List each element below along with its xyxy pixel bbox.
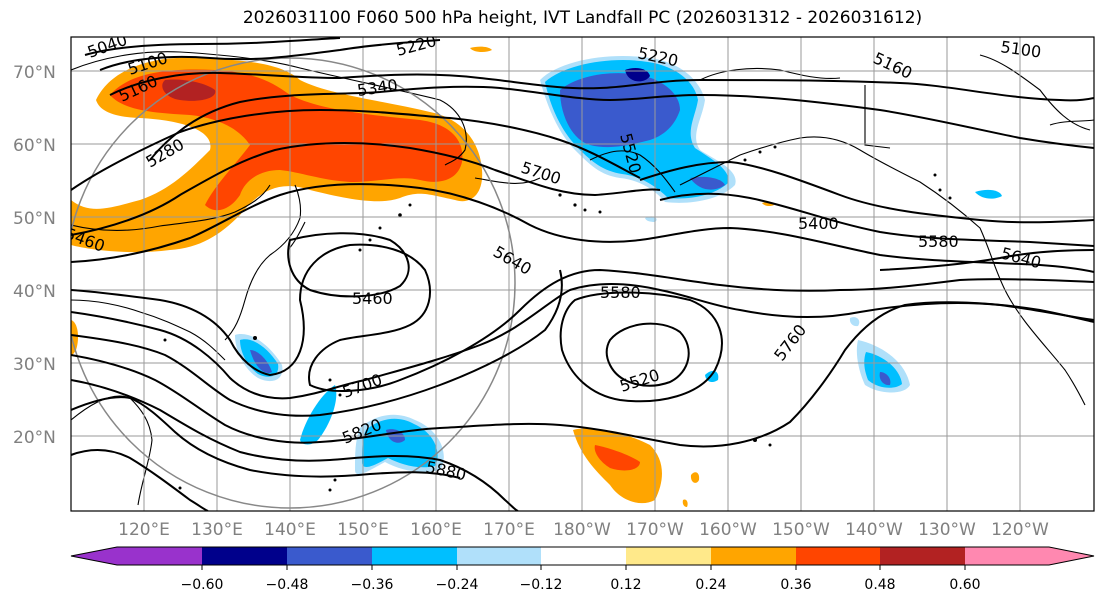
lon-label: 130°W xyxy=(918,520,976,540)
colorbar-tick-label: 0.48 xyxy=(864,577,895,593)
latitude-labels: 70°N 60°N 50°N 40°N 30°N 20°N xyxy=(13,63,56,448)
lat-label: 40°N xyxy=(13,282,56,302)
lat-label: 60°N xyxy=(13,136,56,156)
ivt-positive-shading xyxy=(71,46,774,507)
lon-label: 160°W xyxy=(699,520,757,540)
island-dots xyxy=(163,145,952,492)
colorbar: −0.60 −0.48 −0.36 −0.24 −0.12 0.12 0.24 … xyxy=(70,546,1095,593)
lat-label: 20°N xyxy=(13,428,56,448)
colorbar-tick-label: −0.24 xyxy=(436,577,479,593)
colorbar-segment xyxy=(965,547,1094,565)
contour-label: 5400 xyxy=(798,214,839,233)
lon-label: 120°E xyxy=(118,520,170,540)
coastlines xyxy=(71,51,1094,506)
colorbar-segment xyxy=(71,547,202,565)
contour-label: 5580 xyxy=(918,232,959,251)
colorbar-segment xyxy=(880,547,965,565)
colorbar-segment xyxy=(287,547,372,565)
longitude-labels: 120°E 130°E 140°E 150°E 160°E 170°E 180°… xyxy=(118,520,1049,540)
lon-label: 170°W xyxy=(626,520,684,540)
lon-label: 120°W xyxy=(991,520,1049,540)
lon-label: 170°E xyxy=(483,520,535,540)
colorbar-tick-label: 0.36 xyxy=(780,577,811,593)
lon-label: 150°E xyxy=(337,520,389,540)
height-contours xyxy=(71,37,1094,511)
colorbar-tick-label: −0.12 xyxy=(520,577,563,593)
map-title: 2026031100 F060 500 hPa height, IVT Land… xyxy=(242,8,923,28)
colorbar-tick-label: −0.36 xyxy=(351,577,394,593)
colorbar-tick-label: −0.48 xyxy=(266,577,309,593)
colorbar-tick-label: 0.12 xyxy=(610,577,641,593)
lat-label: 30°N xyxy=(13,355,56,375)
colorbar-segment xyxy=(711,547,796,565)
lat-label: 50°N xyxy=(13,209,56,229)
lon-label: 180°W xyxy=(553,520,611,540)
colorbar-segment xyxy=(372,547,457,565)
contour-label: 5580 xyxy=(600,283,641,302)
lon-label: 150°W xyxy=(772,520,830,540)
contour-label: 5460 xyxy=(352,289,393,308)
lon-label: 160°E xyxy=(410,520,462,540)
map-frame xyxy=(70,36,1095,512)
colorbar-segment xyxy=(626,547,711,565)
colorbar-tick-label: 0.24 xyxy=(695,577,726,593)
colorbar-tick-label: −0.60 xyxy=(181,577,224,593)
lat-label: 70°N xyxy=(13,63,56,83)
colorbar-segment xyxy=(541,547,626,565)
colorbar-segment xyxy=(796,547,880,565)
colorbar-segment xyxy=(202,547,287,565)
radius-circle xyxy=(71,57,516,509)
colorbar-tick-label: 0.60 xyxy=(949,577,980,593)
lon-label: 140°E xyxy=(264,520,316,540)
lon-label: 140°W xyxy=(845,520,903,540)
graticule xyxy=(71,37,1094,511)
colorbar-segment xyxy=(457,547,541,565)
lon-label: 130°E xyxy=(191,520,243,540)
